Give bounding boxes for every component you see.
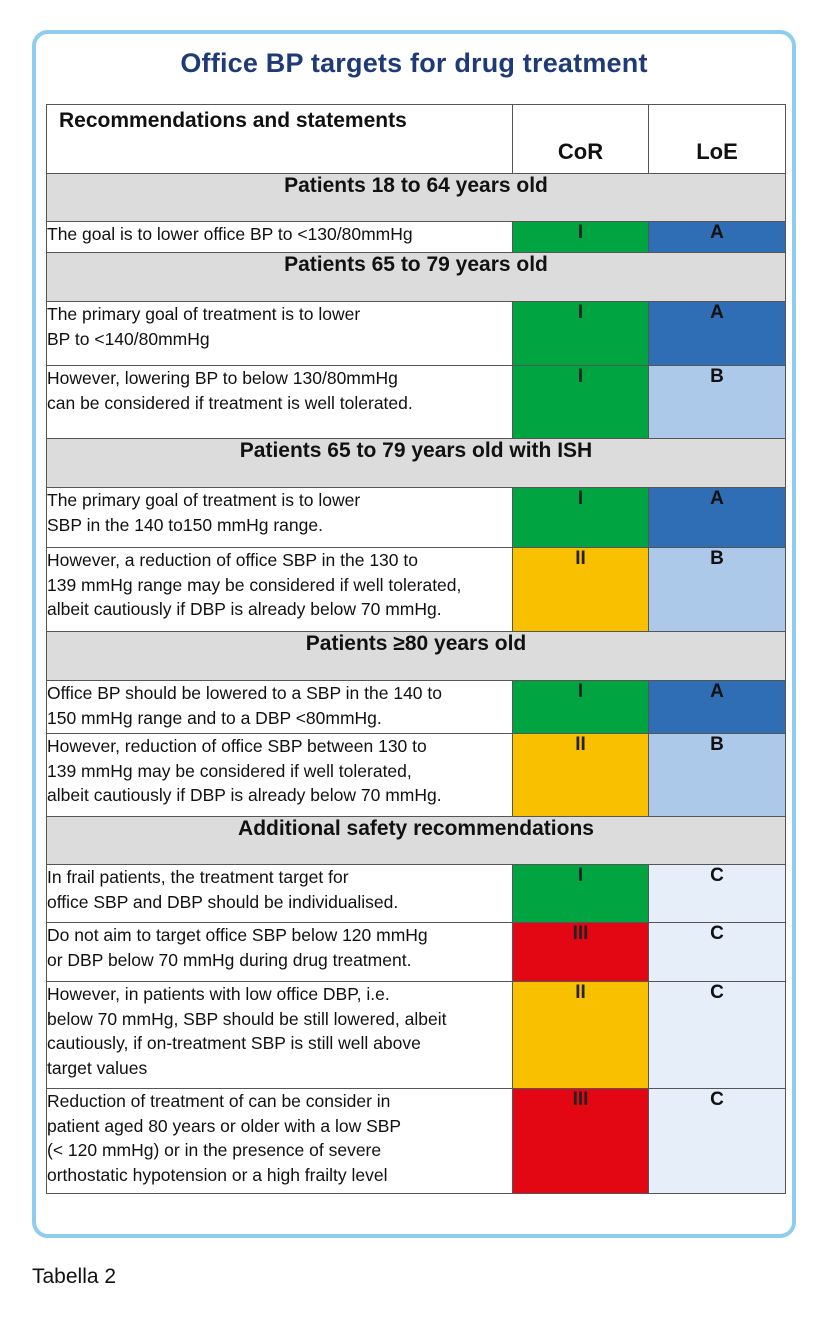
statement-cell: Reduction of treatment of can be conside… [46, 1088, 513, 1194]
statement-cell: Office BP should be lowered to a SBP in … [46, 680, 513, 734]
table-row: Do not aim to target office SBP below 12… [46, 922, 786, 982]
section-title: Patients 65 to 79 years old [46, 252, 786, 302]
section-title: Patients ≥80 years old [46, 631, 786, 681]
statement-line: cautiously, if on-treatment SBP is still… [47, 1033, 421, 1053]
statement-line: office SBP and DBP should be individuali… [47, 891, 399, 912]
statement-line: Do not aim to target office SBP below 12… [47, 925, 428, 945]
statement-line: below 70 mmHg, SBP should be still lower… [47, 1008, 447, 1029]
cor-cell: I [512, 680, 649, 734]
table-row: However, in patients with low office DBP… [46, 981, 786, 1089]
section-title: Additional safety recommendations [46, 816, 786, 865]
loe-cell: A [648, 487, 786, 548]
loe-cell: C [648, 1088, 786, 1194]
section-title: Patients 18 to 64 years old [46, 173, 786, 222]
header-loe: LoE [648, 104, 786, 174]
statement-line: SBP in the 140 to150 mmHg range. [47, 514, 323, 535]
statement-line: However, lowering BP to below 130/80mmHg [47, 368, 398, 388]
table-row: Reduction of treatment of can be conside… [46, 1088, 786, 1194]
header-statements: Recommendations and statements [46, 104, 513, 174]
table-row: In frail patients, the treatment target … [46, 864, 786, 923]
statement-line: In frail patients, the treatment target … [47, 867, 349, 887]
statement-line: BP to <140/80mmHg [47, 328, 210, 349]
statement-line: Office BP should be lowered to a SBP in … [47, 683, 443, 703]
loe-cell: B [648, 547, 786, 632]
section-header-row: Patients 65 to 79 years old [46, 252, 786, 302]
statement-line: target values [47, 1057, 148, 1078]
recommendations-table: Recommendations and statements CoR LoE P… [46, 104, 786, 1194]
statement-line: or DBP below 70 mmHg during drug treatme… [47, 949, 412, 970]
cor-cell: I [512, 365, 649, 439]
loe-cell: C [648, 864, 786, 923]
header-cor: CoR [512, 104, 649, 174]
statement-cell: However, a reduction of office SBP in th… [46, 547, 513, 632]
statement-line: Reduction of treatment of can be conside… [47, 1091, 391, 1111]
statement-cell: However, in patients with low office DBP… [46, 981, 513, 1089]
cor-cell: II [512, 547, 649, 632]
statement-line: orthostatic hypotension or a high frailt… [47, 1164, 388, 1185]
table-row: However, reduction of office SBP between… [46, 733, 786, 817]
section-header-row: Patients 18 to 64 years old [46, 173, 786, 222]
loe-cell: A [648, 301, 786, 366]
statement-line: patient aged 80 years or older with a lo… [47, 1115, 402, 1136]
cor-cell: I [512, 301, 649, 366]
table-row: However, lowering BP to below 130/80mmHg… [46, 365, 786, 439]
page-title: Office BP targets for drug treatment [180, 48, 648, 78]
statement-line: However, in patients with low office DBP… [47, 984, 390, 1004]
statement-line: albeit cautiously if DBP is already belo… [47, 785, 442, 805]
statement-line: albeit cautiously if DBP is already belo… [47, 599, 442, 619]
statement-cell: The primary goal of treatment is to lowe… [46, 301, 513, 366]
statement-line: 139 mmHg may be considered if well toler… [47, 760, 412, 781]
cor-cell: II [512, 981, 649, 1089]
statement-cell: The primary goal of treatment is to lowe… [46, 487, 513, 548]
cor-cell: III [512, 1088, 649, 1194]
loe-cell: B [648, 733, 786, 817]
loe-cell: A [648, 680, 786, 734]
cor-cell: II [512, 733, 649, 817]
statement-cell: Do not aim to target office SBP below 12… [46, 922, 513, 982]
statement-line: The primary goal of treatment is to lowe… [47, 304, 361, 324]
cor-cell: I [512, 487, 649, 548]
table-row: The primary goal of treatment is to lowe… [46, 487, 786, 548]
statement-cell: The goal is to lower office BP to <130/8… [46, 221, 513, 253]
table-row: The goal is to lower office BP to <130/8… [46, 221, 786, 253]
section-title: Patients 65 to 79 years old with ISH [46, 438, 786, 488]
header-row: Recommendations and statements CoR LoE [46, 104, 786, 174]
loe-cell: C [648, 922, 786, 982]
statement-line: 150 mmHg range and to a DBP <80mmHg. [47, 707, 382, 728]
section-header-row: Patients ≥80 years old [46, 631, 786, 681]
statement-line: However, reduction of office SBP between… [47, 736, 427, 756]
table-row: The primary goal of treatment is to lowe… [46, 301, 786, 366]
table-row: However, a reduction of office SBP in th… [46, 547, 786, 632]
cor-cell: I [512, 221, 649, 253]
statement-line: The primary goal of treatment is to lowe… [47, 490, 361, 510]
section-header-row: Additional safety recommendations [46, 816, 786, 865]
cor-cell: I [512, 864, 649, 923]
statement-line: The goal is to lower office BP to <130/8… [47, 224, 413, 244]
loe-cell: B [648, 365, 786, 439]
table-row: Office BP should be lowered to a SBP in … [46, 680, 786, 734]
table-caption: Tabella 2 [32, 1265, 117, 1288]
statement-line: (< 120 mmHg) or in the presence of sever… [47, 1140, 382, 1160]
statement-line: However, a reduction of office SBP in th… [47, 550, 418, 570]
cor-cell: III [512, 922, 649, 982]
statement-cell: However, reduction of office SBP between… [46, 733, 513, 817]
statement-line: 139 mmHg range may be considered if well… [47, 574, 462, 595]
statement-cell: In frail patients, the treatment target … [46, 864, 513, 923]
loe-cell: A [648, 221, 786, 253]
section-header-row: Patients 65 to 79 years old with ISH [46, 438, 786, 488]
statement-cell: However, lowering BP to below 130/80mmHg… [46, 365, 513, 439]
statement-line: can be considered if treatment is well t… [47, 392, 413, 413]
loe-cell: C [648, 981, 786, 1089]
